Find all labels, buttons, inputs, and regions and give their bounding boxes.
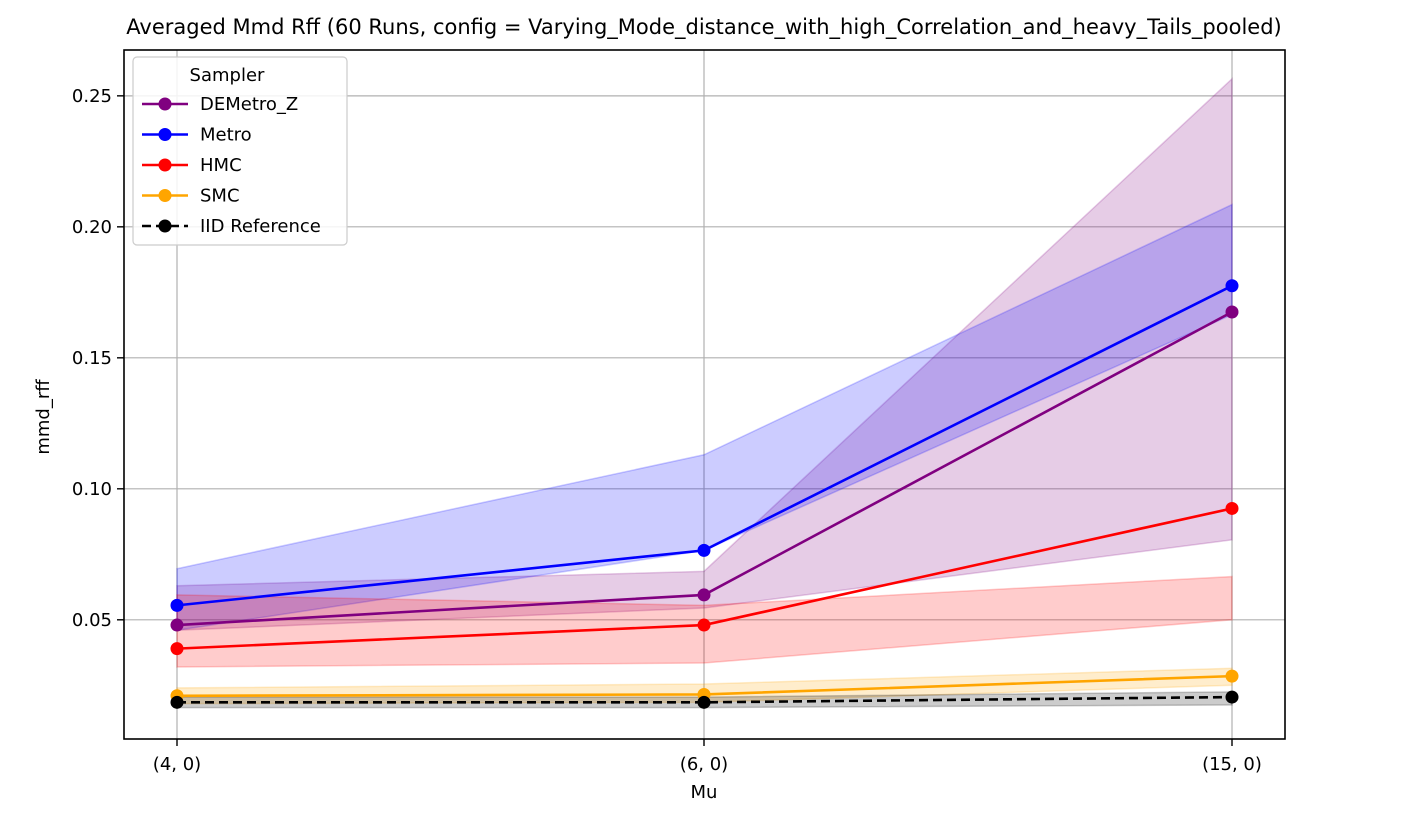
legend-label-demetro-z: DEMetro_Z [200, 94, 298, 115]
point-smc [1225, 669, 1239, 683]
point-iid-reference [170, 695, 184, 709]
legend-label-hmc: HMC [200, 155, 242, 176]
y-tick-label: 0.15 [72, 348, 112, 369]
point-demetro-z [697, 588, 711, 602]
point-iid-reference [697, 695, 711, 709]
point-demetro-z [1225, 305, 1239, 319]
point-metro [1225, 279, 1239, 293]
point-hmc [1225, 501, 1239, 515]
legend-marker-demetro-z [158, 97, 172, 111]
point-metro [170, 598, 184, 612]
legend-marker-metro [158, 128, 172, 141]
series-lines [170, 279, 1239, 709]
x-axis-label: Mu [691, 782, 718, 803]
x-tick-label: (6, 0) [680, 754, 728, 775]
legend-label-metro: Metro [200, 125, 252, 146]
axes: (4, 0) (6, 0) (15, 0) 0.05 0.10 0.15 0.20 0.25 [72, 49, 1286, 775]
legend-marker-smc [158, 189, 172, 202]
y-tick-label: 0.25 [72, 86, 112, 107]
legend-marker-hmc [158, 158, 172, 172]
y-tick-label: 0.10 [72, 479, 112, 500]
point-metro [697, 543, 711, 557]
x-tick-label: (4, 0) [153, 754, 201, 775]
legend-title: Sampler [190, 65, 265, 86]
point-demetro-z [170, 618, 184, 632]
y-axis-label: mmd_rff [33, 379, 54, 455]
legend-marker-iid-reference [158, 219, 172, 233]
point-hmc [170, 642, 184, 656]
legend-label-iid-reference: IID Reference [200, 216, 321, 237]
y-tick-label: 0.20 [72, 217, 112, 238]
point-iid-reference [1225, 690, 1239, 704]
legend: Sampler DEMetro_Z Metro HMC SMC IID Reference [132, 56, 348, 246]
x-tick-label: (15, 0) [1202, 754, 1262, 775]
legend-label-smc: SMC [200, 186, 240, 207]
chart-title: Averaged Mmd Rff (60 Runs, config = Vary… [126, 15, 1281, 40]
point-hmc [697, 618, 711, 632]
y-tick-label: 0.05 [72, 610, 112, 631]
